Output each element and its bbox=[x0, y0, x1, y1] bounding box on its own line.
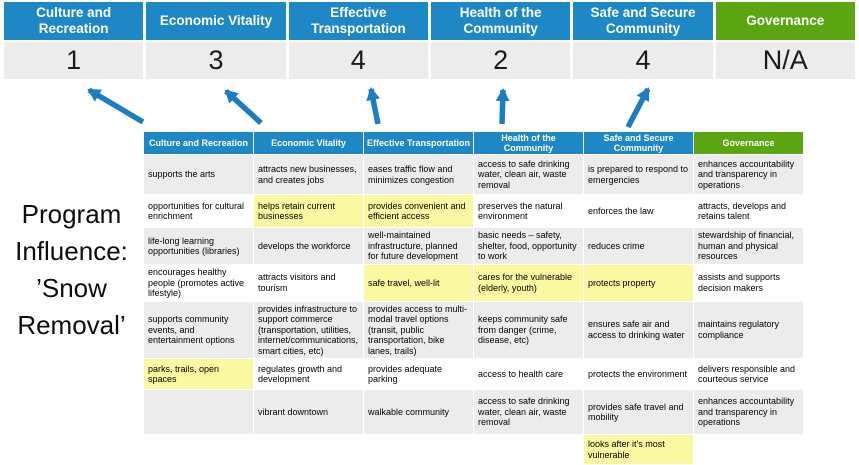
matrix-header-cell: Effective Transportation bbox=[363, 131, 474, 155]
matrix-cell: enforces the law bbox=[583, 194, 694, 228]
matrix-row: encourages healthy people (promotes acti… bbox=[143, 264, 804, 302]
matrix-row: supports the arts attracts new businesses… bbox=[143, 154, 804, 195]
matrix-cell: provides infrastructure to support comme… bbox=[253, 300, 364, 359]
summary-column-4: Health of the Community 2 bbox=[430, 2, 571, 79]
matrix-cell: cares for the vulnerable (elderly, youth… bbox=[473, 264, 584, 302]
influence-arrow-1 bbox=[87, 87, 145, 125]
matrix-header: Culture and Recreation Economic Vitality E… bbox=[143, 131, 804, 155]
program-influence-label: Program Influence: ’Snow Removal’ bbox=[15, 199, 128, 340]
summary-column-2: Economic Vitality 3 bbox=[146, 2, 286, 79]
matrix-cell: regulates growth and development bbox=[253, 358, 364, 390]
matrix-cell: supports community events, and entertain… bbox=[143, 300, 254, 359]
matrix-cell bbox=[693, 434, 804, 465]
matrix-cell: maintains regulatory compliance bbox=[693, 300, 804, 359]
matrix-cell: access to health care bbox=[473, 358, 584, 390]
matrix-cell: well-maintained infrastructure, planned … bbox=[363, 227, 474, 265]
matrix-cell: stewardship of financial, human and phys… bbox=[693, 227, 804, 265]
matrix-cell: opportunities for cultural enrichment bbox=[143, 194, 254, 228]
summary-header-label: Safe and Secure Community bbox=[573, 2, 713, 40]
matrix-cell: basic needs – safety, shelter, food, opp… bbox=[473, 227, 584, 265]
influence-arrows bbox=[87, 87, 651, 129]
matrix-cell: delivers responsible and courteous servi… bbox=[693, 358, 804, 390]
summary-column-3: Effective Transportation 4 bbox=[288, 2, 428, 79]
matrix-cell: access to safe drinking water, clean air… bbox=[473, 154, 584, 195]
matrix-cell: attracts new businesses, and creates job… bbox=[253, 154, 364, 195]
summary-header-label: Economic Vitality bbox=[146, 2, 286, 40]
matrix-cell: provides access to multi-modal travel op… bbox=[363, 300, 474, 359]
matrix-cell: supports the arts bbox=[143, 154, 254, 195]
matrix-cell: looks after it's most vulnerable bbox=[583, 434, 694, 465]
matrix-cell: protects property bbox=[583, 264, 694, 302]
matrix-cell bbox=[363, 434, 474, 465]
matrix-row: vibrant downtown walkable community access… bbox=[143, 389, 804, 435]
summary-score: 3 bbox=[146, 42, 286, 79]
matrix-cell: protects the environment bbox=[583, 358, 694, 390]
matrix-body: supports the arts attracts new businesses… bbox=[143, 154, 804, 465]
summary-header-label: Culture and Recreation bbox=[4, 2, 144, 40]
matrix-cell: attracts visitors and tourism bbox=[253, 264, 364, 302]
matrix-cell: attracts, develops and retains talent bbox=[693, 194, 804, 228]
matrix-cell: keeps community safe from danger (crime,… bbox=[473, 300, 584, 359]
matrix-header-cell: Health of the Community bbox=[473, 131, 584, 155]
influence-arrow-5 bbox=[625, 87, 651, 129]
matrix-cell: reduces crime bbox=[583, 227, 694, 265]
matrix-cell bbox=[253, 434, 364, 465]
matrix-row: parks, trails, open spaces regulates grow… bbox=[143, 358, 804, 390]
matrix-row: opportunities for cultural enrichment hel… bbox=[143, 194, 804, 228]
matrix-cell bbox=[143, 389, 254, 435]
matrix-cell: access to safe drinking water, clean air… bbox=[473, 389, 584, 435]
matrix-row: supports community events, and entertain… bbox=[143, 300, 804, 359]
summary-header-label: Health of the Community bbox=[430, 2, 571, 40]
influence-arrow-2 bbox=[224, 88, 263, 126]
matrix-cell: enhances accountability and transparency… bbox=[693, 154, 804, 195]
matrix-cell: vibrant downtown bbox=[253, 389, 364, 435]
matrix-cell bbox=[473, 434, 584, 465]
matrix-header-cell: Economic Vitality bbox=[253, 131, 364, 155]
matrix-cell: provides convenient and efficient access bbox=[363, 194, 474, 228]
matrix-cell: is prepared to respond to emergencies bbox=[583, 154, 694, 195]
summary-column-5: Safe and Secure Community 4 bbox=[573, 2, 713, 79]
matrix-cell: parks, trails, open spaces bbox=[143, 358, 254, 390]
matrix-cell: provides adequate parking bbox=[363, 358, 474, 390]
matrix-cell: preserves the natural environment bbox=[473, 194, 584, 228]
matrix-cell: provides safe travel and mobility bbox=[583, 389, 694, 435]
matrix-row: looks after it's most vulnerable bbox=[143, 434, 804, 465]
summary-score: 2 bbox=[430, 42, 571, 79]
matrix-header-cell: Safe and Secure Community bbox=[583, 131, 694, 155]
matrix-cell: helps retain current businesses bbox=[253, 194, 364, 228]
matrix-cell: assists and supports decision makers bbox=[693, 264, 804, 302]
matrix-cell: encourages healthy people (promotes acti… bbox=[143, 264, 254, 302]
matrix-cell: eases traffic flow and minimizes congest… bbox=[363, 154, 474, 195]
influence-arrow-4 bbox=[495, 88, 510, 125]
matrix-cell: safe travel, well-lit bbox=[363, 264, 474, 302]
summary-column-1: Culture and Recreation 1 bbox=[4, 2, 144, 79]
matrix-cell: walkable community bbox=[363, 389, 474, 435]
summary-score: 4 bbox=[288, 42, 428, 79]
matrix-cell: develops the workforce bbox=[253, 227, 364, 265]
summary-header-label: Effective Transportation bbox=[288, 2, 428, 40]
summary-score: N/A bbox=[715, 42, 855, 79]
matrix-cell: life-long learning opportunities (librar… bbox=[143, 227, 254, 265]
matrix-cell bbox=[143, 434, 254, 465]
matrix-row: life-long learning opportunities (librar… bbox=[143, 227, 804, 265]
influence-arrow-3 bbox=[366, 87, 381, 125]
summary-column-6: Governance N/A bbox=[715, 2, 855, 79]
matrix-table: Culture and Recreation Economic Vitality E… bbox=[143, 131, 804, 465]
matrix-cell: ensures safe air and access to drinking … bbox=[583, 300, 694, 359]
matrix-header-cell: Culture and Recreation bbox=[143, 131, 254, 155]
summary-score: 1 bbox=[4, 42, 144, 79]
matrix-cell: enhances accountability and transparency… bbox=[693, 389, 804, 435]
summary-table: Culture and Recreation 1 Economic Vitality… bbox=[4, 2, 855, 79]
summary-score: 4 bbox=[573, 42, 713, 79]
matrix-header-cell: Governance bbox=[693, 131, 804, 155]
summary-header-label: Governance bbox=[715, 2, 855, 40]
